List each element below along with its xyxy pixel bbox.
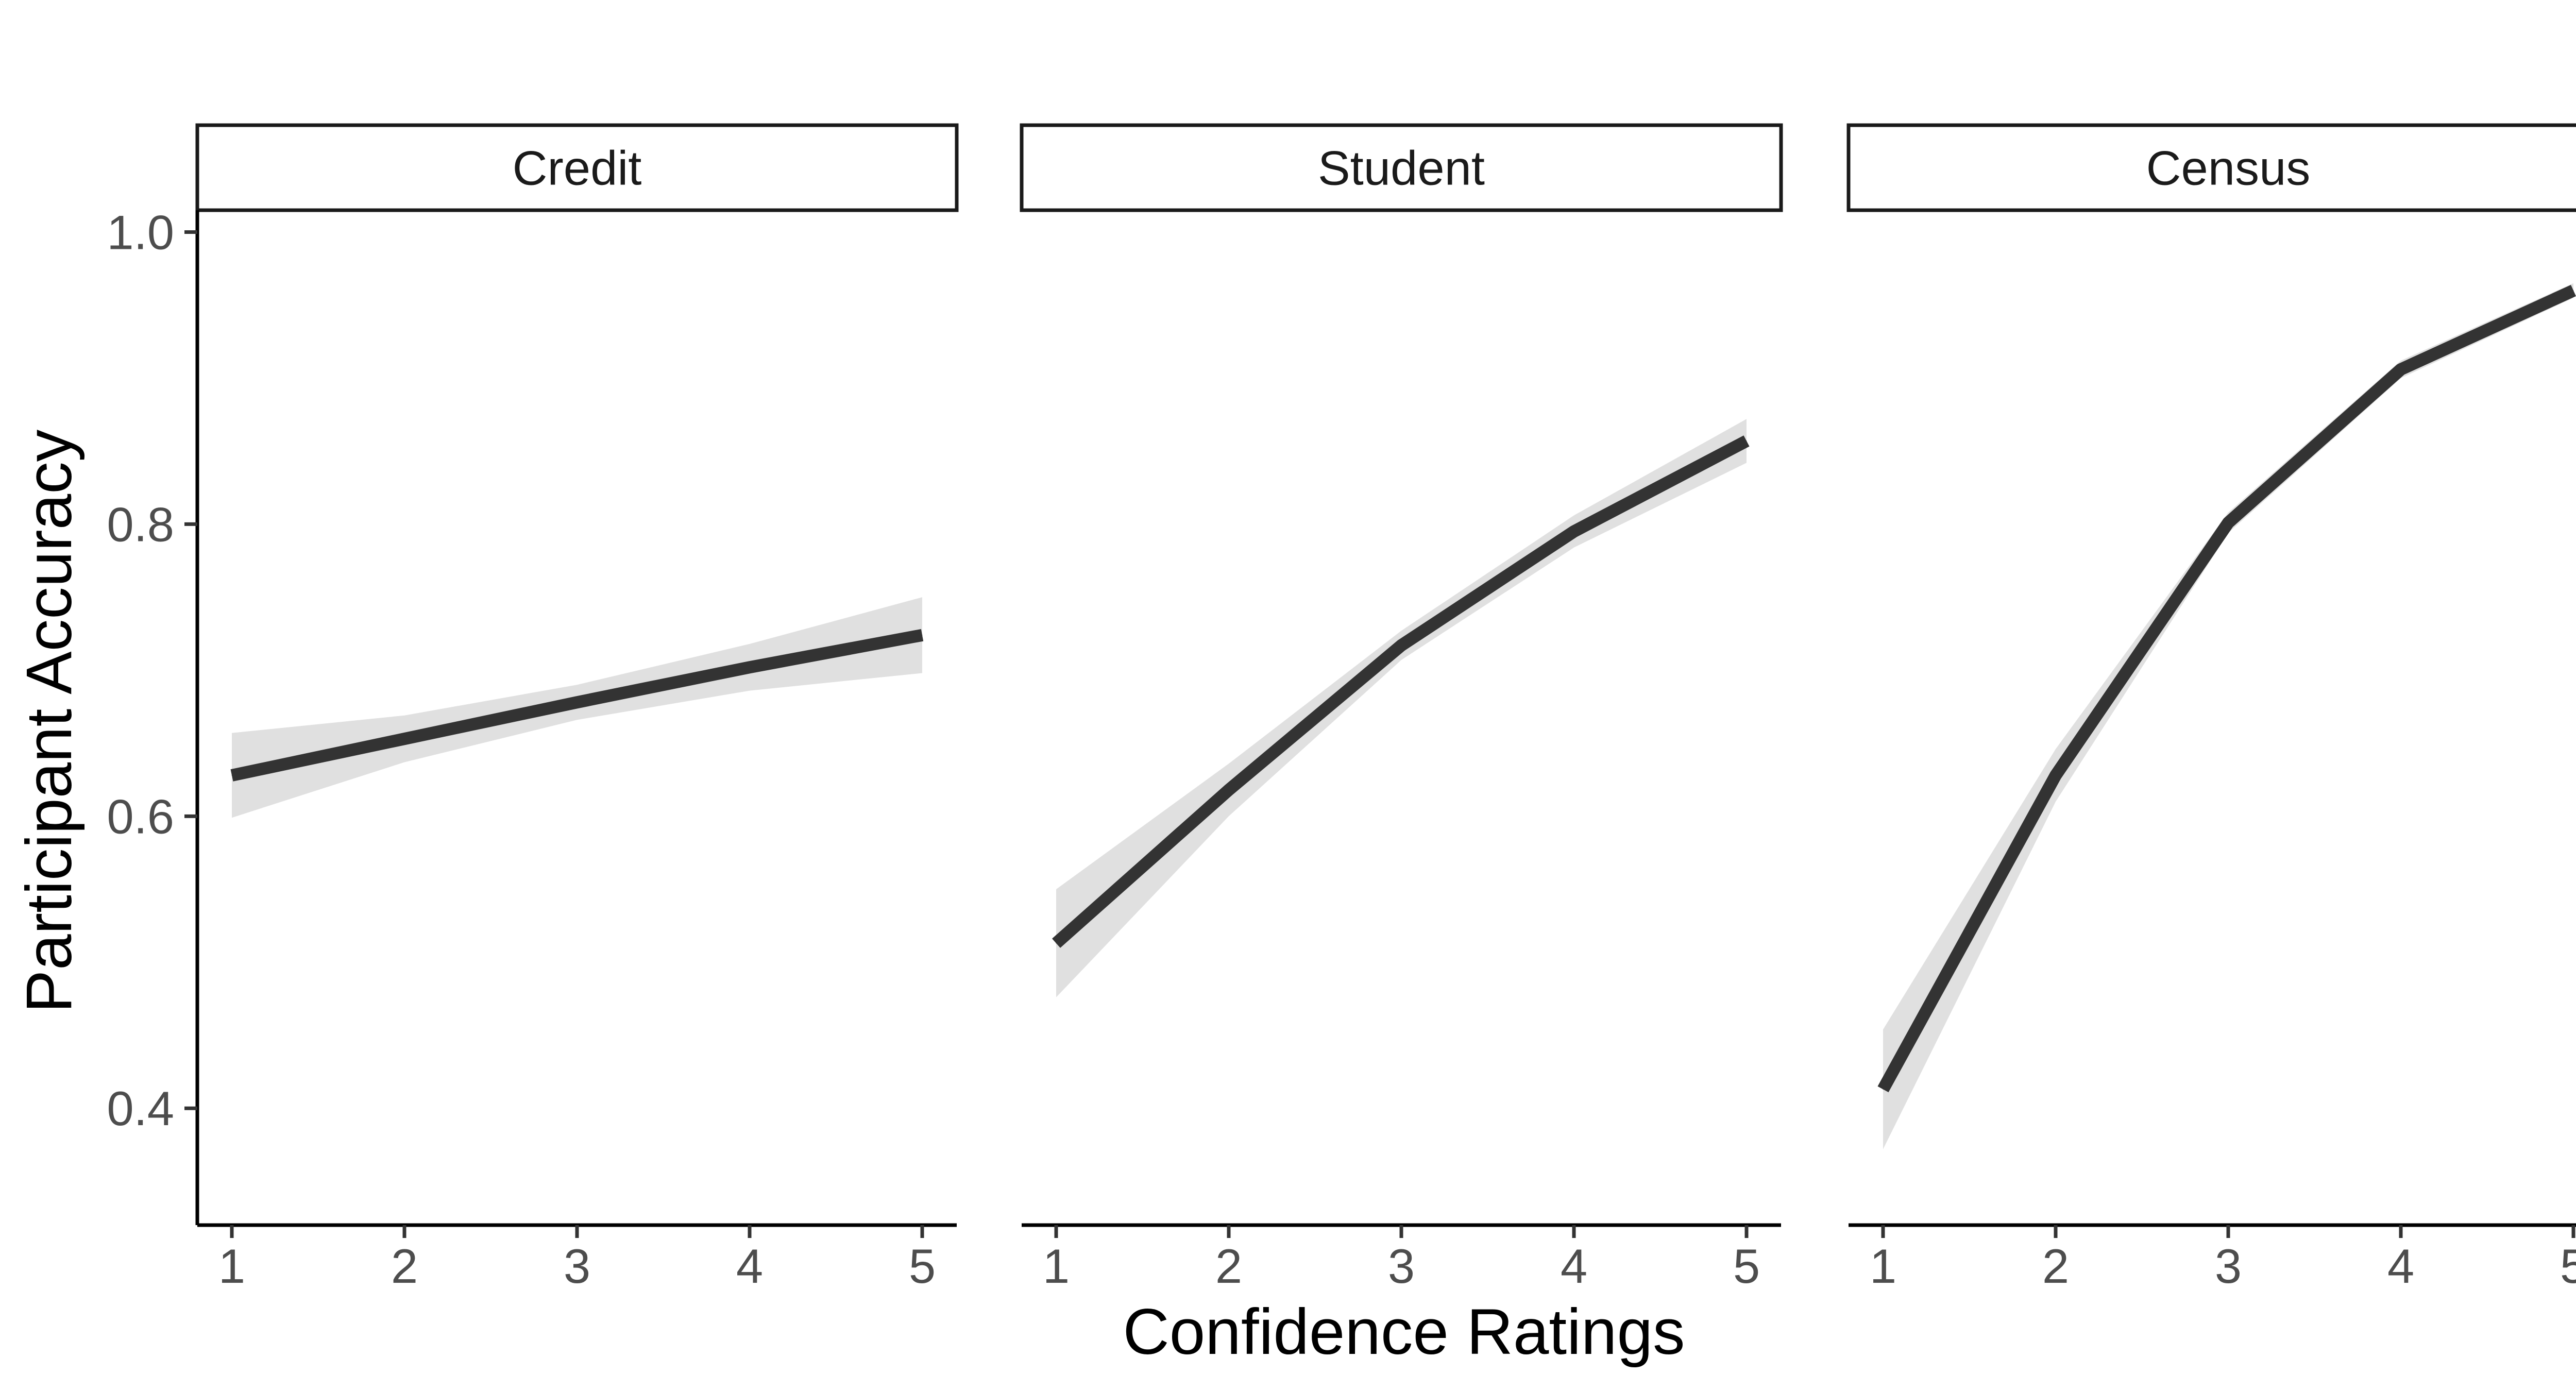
panel-title: Census bbox=[2146, 141, 2311, 195]
x-tick-label: 4 bbox=[1561, 1239, 1587, 1293]
data-point bbox=[2228, 522, 2229, 523]
panel-title: Student bbox=[1318, 141, 1485, 195]
y-axis-title: Participant Accuracy bbox=[13, 429, 85, 1013]
x-tick-label: 5 bbox=[2560, 1239, 2576, 1293]
confidence-ribbon bbox=[1056, 419, 1747, 997]
panel-credit: Credit 1 2 3 4 5 bbox=[195, 123, 959, 1293]
x-tick-label: 3 bbox=[564, 1239, 590, 1293]
data-point bbox=[1401, 645, 1402, 646]
x-tick-label: 1 bbox=[1870, 1239, 1896, 1293]
x-tick-label: 3 bbox=[2215, 1239, 2242, 1293]
x-axis-title: Confidence Ratings bbox=[1123, 1296, 1685, 1368]
confidence-ribbon bbox=[1883, 283, 2573, 1149]
x-tick-label: 5 bbox=[909, 1239, 936, 1293]
panel-census: Census 1 2 3 4 5 bbox=[1846, 123, 2576, 1293]
y-tick-label: 0.4 bbox=[107, 1081, 174, 1135]
x-tick-label: 2 bbox=[2042, 1239, 2069, 1293]
x-tick-label: 2 bbox=[391, 1239, 418, 1293]
x-tick-label: 2 bbox=[1215, 1239, 1242, 1293]
panels-layer: Credit 1 2 3 4 5 Student 1 2 3 4 5 Census 1 2 3 4 5 bbox=[195, 123, 2576, 1293]
x-tick-label: 4 bbox=[2387, 1239, 2414, 1293]
y-axis: 0.4 0.6 0.8 1.0 bbox=[107, 206, 199, 1225]
x-tick-label: 3 bbox=[1388, 1239, 1415, 1293]
y-tick-label: 1.0 bbox=[107, 206, 174, 260]
data-point bbox=[2573, 290, 2574, 291]
panel-title: Credit bbox=[513, 141, 642, 195]
trend-line bbox=[230, 629, 924, 782]
panel-student: Student 1 2 3 4 5 bbox=[1020, 123, 1783, 1293]
panel-strip bbox=[1020, 123, 1783, 212]
data-point bbox=[577, 702, 578, 703]
x-tick-label: 4 bbox=[736, 1239, 763, 1293]
x-tick-label: 5 bbox=[1733, 1239, 1760, 1293]
trend-line bbox=[1877, 284, 2576, 1093]
panel-strip bbox=[195, 123, 959, 212]
y-tick-label: 0.8 bbox=[107, 497, 174, 551]
x-tick-label: 1 bbox=[218, 1239, 245, 1293]
panel-strip bbox=[1846, 123, 2576, 212]
data-point bbox=[1883, 1089, 1884, 1090]
x-tick-label: 1 bbox=[1043, 1239, 1070, 1293]
y-tick-label: 0.6 bbox=[107, 789, 174, 843]
